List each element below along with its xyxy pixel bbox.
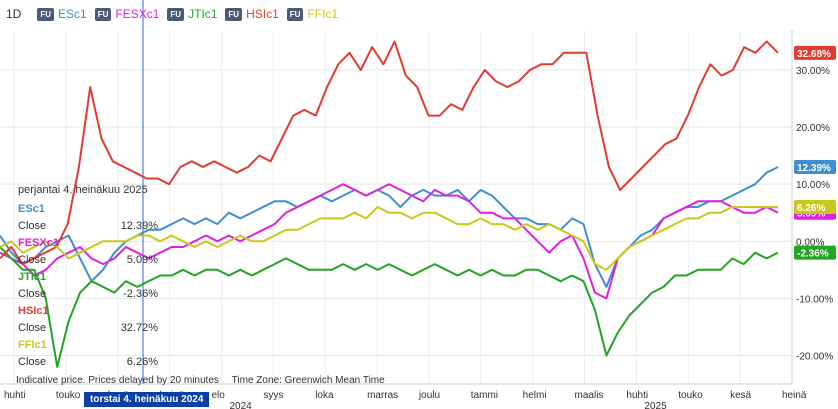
futures-badge-icon: FU (225, 7, 243, 21)
tooltip-symbol-esc1: ESc1 (18, 203, 45, 215)
year-label: 2025 (644, 401, 667, 409)
tooltip-close-value: -2.36% (123, 288, 158, 300)
crosshair-date-label: torstai 4. heinäkuu 2024 (84, 392, 210, 407)
last-value-label: -2.36% (797, 249, 829, 260)
interval-selector[interactable]: 1D (6, 7, 22, 21)
last-value-label: 5.09% (797, 209, 825, 220)
legend-label: FESXc1 (115, 7, 160, 21)
last-value-badge (794, 45, 836, 60)
y-tick-label: -10.00% (796, 294, 833, 305)
tooltip-row: Close 5.09% (18, 252, 158, 269)
tooltip-close-value: 32.72% (120, 322, 158, 334)
tooltip-symbol-fesxc1: FESXc1 (18, 237, 59, 249)
delay-notice: Indicative price. Prices delayed by 20 m… (16, 375, 219, 386)
legend-label: FFIc1 (307, 7, 339, 21)
last-value-badge (794, 245, 836, 260)
tooltip-close-label: Close (18, 356, 47, 368)
legend-item-fesxc1[interactable]: FU FESXc1 (94, 7, 160, 21)
x-tick-label: touko (56, 390, 81, 401)
series-line-hsic1 (0, 40, 779, 266)
futures-badge-icon: FU (37, 7, 55, 21)
tooltip-row: Close 12.39% (18, 218, 158, 235)
last-value-badge (794, 200, 836, 214)
legend-label: JTIc1 (188, 7, 218, 21)
legend-label: ESc1 (58, 7, 87, 21)
x-tick-label: loka (315, 390, 334, 401)
futures-badge-icon: FU (286, 7, 304, 21)
x-tick-label: kesä (730, 390, 752, 401)
tooltip-date: perjantai 4. heinäkuu 2025 (18, 184, 148, 196)
y-tick-label: 0.00% (796, 237, 824, 248)
legend-bar: 1D FU ESc1 FU FESXc1 FU JTIc1 FU HSIc1 F… (0, 0, 790, 28)
x-tick-label: touko (678, 390, 703, 401)
tooltip-row: Close 32.72% (18, 320, 158, 337)
y-tick-label: 30.00% (796, 66, 830, 77)
last-value-label: 32.68% (797, 49, 831, 60)
footer-note: Indicative price. Prices delayed by 20 m… (16, 375, 385, 386)
x-tick-label: helmi (523, 390, 547, 401)
x-tick-label: huhti (4, 390, 26, 401)
legend-label: HSIc1 (246, 7, 279, 21)
series-line-ffic1 (0, 206, 778, 271)
x-tick-label: heinä (782, 390, 807, 401)
timezone-notice: Time Zone: Greenwich Mean Time (231, 375, 385, 386)
legend-item-ffic1[interactable]: FU FFIc1 (286, 7, 339, 21)
tooltip-close-label: Close (18, 322, 47, 334)
tooltip-row: Close -2.36% (18, 286, 158, 303)
x-tick-label: maalis (575, 390, 604, 401)
futures-badge-icon: FU (167, 7, 185, 21)
tooltip-close-value: 5.09% (126, 254, 158, 266)
x-tick-label: marras (367, 390, 398, 401)
legend-item-jtic1[interactable]: FU JTIc1 (167, 7, 217, 21)
tooltip-symbol-hsic1: HSIc1 (18, 305, 49, 317)
legend-item-esc1[interactable]: FU ESc1 (37, 7, 87, 21)
y-tick-label: 20.00% (796, 123, 830, 134)
tooltip-close-label: Close (18, 288, 47, 300)
x-tick-label: huhti (626, 390, 648, 401)
y-tick-label: 10.00% (796, 180, 830, 191)
tooltip-close-value: 6.26% (126, 356, 158, 368)
data-tooltip: perjantai 4. heinäkuu 2025 ESc1 Close 12… (18, 182, 158, 371)
x-tick-label: tammi (471, 390, 498, 401)
last-value-label: 6.26% (797, 203, 825, 214)
x-tick-label: elo (211, 390, 225, 401)
x-tick-label: joulu (418, 390, 440, 401)
last-value-badge (794, 160, 836, 175)
legend-item-hsic1[interactable]: FU HSIc1 (225, 7, 279, 21)
y-tick-label: -20.00% (796, 351, 833, 362)
tooltip-close-value: 12.39% (120, 220, 158, 232)
futures-badge-icon: FU (94, 7, 112, 21)
last-value-label: 12.39% (797, 163, 831, 174)
tooltip-close-label: Close (18, 254, 47, 266)
tooltip-symbol-jtic1: JTIc1 (18, 271, 47, 283)
year-label: 2024 (229, 401, 252, 409)
series-line-jtic1 (0, 246, 779, 368)
tooltip-symbol-ffic1: FFIc1 (18, 339, 47, 351)
x-tick-label: syys (263, 390, 283, 401)
tooltip-row: Close 6.26% (18, 354, 158, 371)
tooltip-close-label: Close (18, 220, 47, 232)
